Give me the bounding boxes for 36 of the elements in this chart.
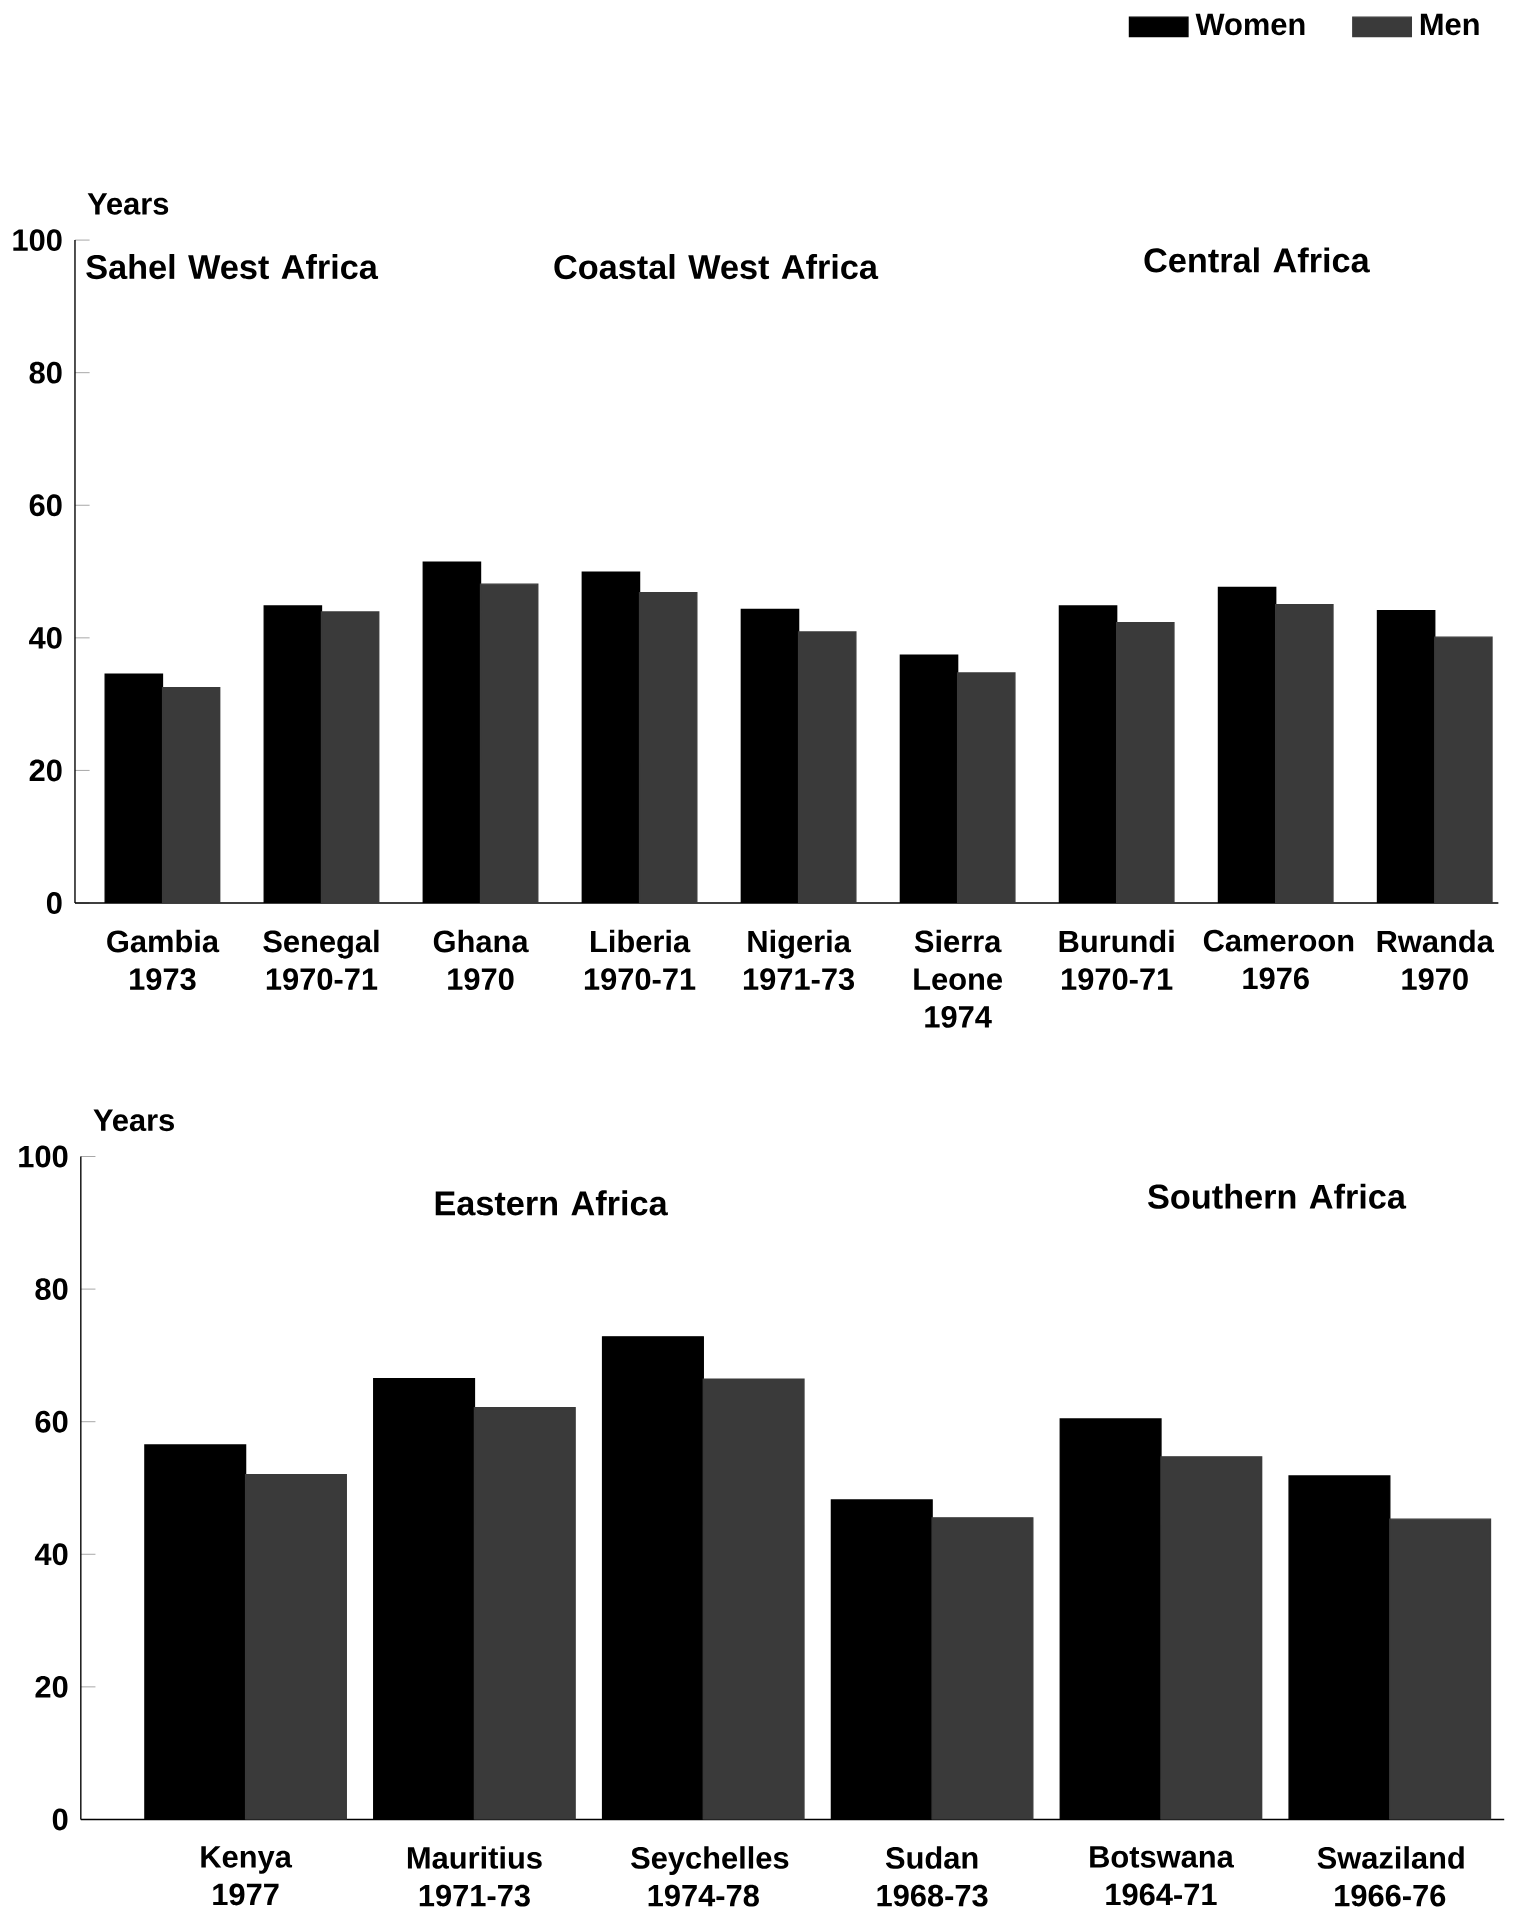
x-tick-label: Mauritius 1971-73 <box>407 1846 542 1907</box>
x-tick-label: Ghana 1970 <box>433 929 529 991</box>
x-tick-label: Cameroon 1976 <box>1203 929 1354 990</box>
y-tick-label: 40 <box>28 626 62 649</box>
x-tick-label: Senegal 1970-71 <box>263 929 379 991</box>
x-tick-label: Sudan 1968-73 <box>877 1846 988 1907</box>
y-tick-label: 0 <box>52 1808 68 1831</box>
y-tick-label: 80 <box>35 1278 68 1301</box>
x-tick-label: Gambia 1973 <box>107 929 220 991</box>
x-tick-label: Liberia 1970-71 <box>584 929 696 991</box>
y-tick-label: 60 <box>29 494 62 517</box>
x-tick-label: Botswana 1964-71 <box>1090 1846 1234 1906</box>
annotation: Central Africa <box>1144 247 1370 273</box>
x-tick-label: Swaziland 1966-76 <box>1317 1846 1464 1907</box>
x-tick-label: Nigeria 1971-73 <box>743 929 854 991</box>
x-tick-label: Kenya 1977 <box>201 1846 292 1906</box>
y-tick-label: 100 <box>19 1145 68 1168</box>
y-tick-label: 20 <box>29 759 62 782</box>
y-tick-label: 100 <box>13 229 62 252</box>
annotation: Coastal West Africa <box>554 254 879 280</box>
x-tick-label: Sierra Leone 1974 <box>914 929 1002 1028</box>
y-tick-label: 40 <box>34 1543 68 1566</box>
y-axis-title: Years <box>93 1109 174 1132</box>
annotation: Southern Africa <box>1147 1183 1407 1209</box>
annotation: Eastern Africa <box>435 1190 668 1216</box>
annotation: Sahel West Africa <box>86 254 378 280</box>
legend-label: Men <box>1420 13 1479 36</box>
legend-label: Women <box>1195 13 1305 36</box>
y-tick-label: 80 <box>29 361 62 384</box>
y-tick-label: 20 <box>35 1675 68 1698</box>
y-tick-label: 0 <box>46 892 62 914</box>
y-tick-label: 60 <box>35 1410 68 1433</box>
x-tick-label: Burundi 1970-71 <box>1059 929 1174 991</box>
y-axis-title: Years <box>87 193 169 215</box>
x-tick-label: Rwanda 1970 <box>1377 929 1494 991</box>
x-tick-label: Seychelles 1974-78 <box>630 1846 789 1907</box>
